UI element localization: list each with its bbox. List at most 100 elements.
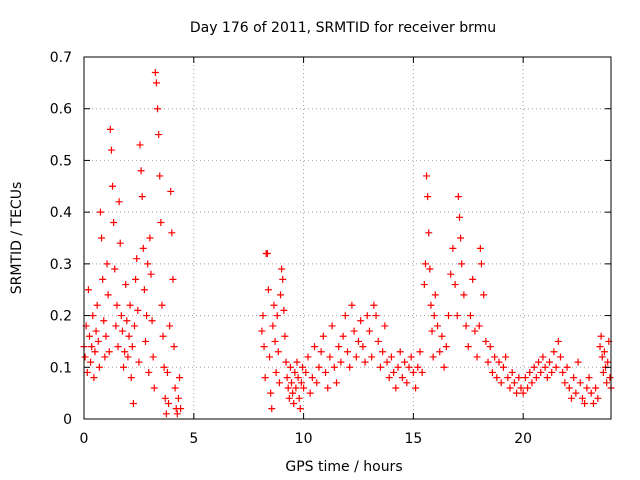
data-point <box>528 379 536 387</box>
data-point <box>407 353 415 361</box>
data-point <box>286 363 294 371</box>
data-point <box>121 348 129 356</box>
data-point <box>383 358 391 366</box>
data-point <box>436 348 444 356</box>
data-point <box>146 234 154 242</box>
data-point <box>293 358 301 366</box>
data-point <box>273 312 281 320</box>
data-point <box>88 343 96 351</box>
data-point <box>587 389 595 397</box>
data-point <box>137 167 145 175</box>
x-tick-label: 15 <box>404 431 422 447</box>
data-point <box>260 343 268 351</box>
data-point <box>161 394 169 402</box>
data-point <box>420 281 428 289</box>
data-point <box>379 348 387 356</box>
data-point <box>134 306 142 314</box>
data-point <box>506 384 514 392</box>
data-point <box>508 368 516 376</box>
data-point <box>539 353 547 361</box>
data-point <box>392 384 400 392</box>
data-point <box>427 301 435 309</box>
data-point <box>162 410 170 418</box>
data-point <box>125 332 133 340</box>
data-point <box>454 193 462 201</box>
data-point <box>93 301 101 309</box>
data-point <box>482 337 490 345</box>
data-point <box>603 379 611 387</box>
data-point <box>148 317 156 325</box>
data-point <box>541 363 549 371</box>
data-point <box>376 363 384 371</box>
data-point <box>284 384 292 392</box>
data-point <box>361 358 369 366</box>
data-point <box>563 363 571 371</box>
data-point <box>438 332 446 340</box>
data-point <box>156 172 164 180</box>
data-point <box>442 343 450 351</box>
data-point <box>106 125 114 133</box>
data-point <box>173 410 181 418</box>
data-point <box>271 337 279 345</box>
data-point <box>147 270 155 278</box>
data-point <box>120 363 128 371</box>
data-point <box>337 358 345 366</box>
data-point <box>158 301 166 309</box>
data-point <box>460 291 468 299</box>
data-point <box>556 353 564 361</box>
data-point <box>333 379 341 387</box>
plot-frame <box>83 56 612 420</box>
data-point <box>129 399 137 407</box>
data-point <box>145 368 153 376</box>
data-point <box>350 327 358 335</box>
data-point <box>428 327 436 335</box>
data-point <box>453 312 461 320</box>
data-point <box>169 275 177 283</box>
data-point <box>263 250 271 258</box>
data-point <box>447 270 455 278</box>
data-point <box>113 301 121 309</box>
data-point <box>279 275 287 283</box>
data-point <box>81 353 89 361</box>
data-point <box>87 358 95 366</box>
y-tick-label: 0.2 <box>50 309 72 325</box>
data-point <box>526 368 534 376</box>
data-point <box>416 348 424 356</box>
data-point <box>132 275 140 283</box>
data-point <box>140 286 148 294</box>
data-point <box>266 353 274 361</box>
data-point <box>126 301 134 309</box>
data-point <box>554 337 562 345</box>
data-point <box>322 368 330 376</box>
data-point <box>122 281 130 289</box>
data-point <box>455 213 463 221</box>
y-tick-label: 0 <box>63 412 72 428</box>
data-point <box>565 384 573 392</box>
data-point <box>144 260 152 268</box>
data-point <box>123 317 131 325</box>
data-point <box>504 374 512 382</box>
data-point <box>101 353 109 361</box>
data-point <box>381 322 389 330</box>
tick-labels: 0 5 10 15 20 0 0.1 0.2 0.3 0.4 0.5 0.6 0.7 <box>50 50 532 447</box>
y-tick-label: 0.3 <box>50 257 72 273</box>
data-point <box>281 332 289 340</box>
data-point <box>90 374 98 382</box>
data-point <box>100 317 108 325</box>
data-point <box>572 389 580 397</box>
data-point <box>275 379 283 387</box>
data-point <box>476 244 484 252</box>
data-point <box>267 389 275 397</box>
data-point <box>449 244 457 252</box>
data-point <box>561 379 569 387</box>
data-point <box>151 69 159 77</box>
data-point <box>98 234 106 242</box>
data-point <box>429 353 437 361</box>
data-point <box>278 265 286 273</box>
data-point <box>524 384 532 392</box>
data-point <box>268 405 276 413</box>
data-point <box>600 348 608 356</box>
data-point <box>308 374 316 382</box>
data-point <box>289 389 297 397</box>
